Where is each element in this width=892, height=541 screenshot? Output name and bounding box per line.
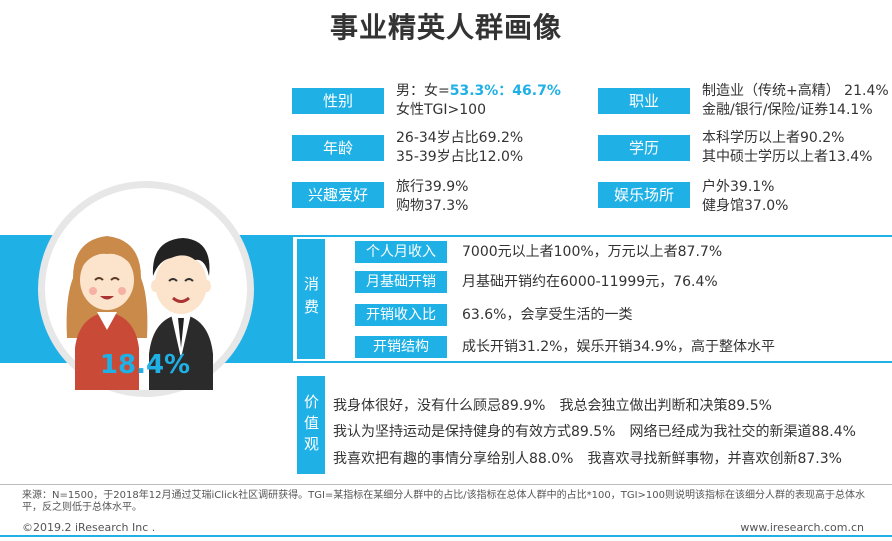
values-row-3: 我喜欢把有趣的事情分享给别人88.0% 我喜欢寻找新鲜事物，并喜欢创新87.3% [333,449,842,469]
consumption-tag-3: 开销收入比 [355,304,447,326]
leisure-line-2: 健身馆37.0% [702,198,789,214]
consumption-label-text: 消费 [302,276,320,322]
values-row-3-a: 我喜欢把有趣的事情分享给别人88.0% [333,451,574,467]
age-line-2: 35-39岁占比12.0% [396,149,524,165]
education-line-1: 本科学历以上者90.2% [702,130,845,146]
leisure-line-1: 户外39.1% [702,179,775,195]
page-title: 事业精英人群画像 [329,11,562,44]
hobby-line-1: 旅行39.9% [396,179,469,195]
values-row-1: 我身体很好，没有什么顾忌89.9% 我总会独立做出判断和决策89.5% [333,396,772,416]
values-row-1-b: 我总会独立做出判断和决策89.5% [559,398,772,414]
age-line-1: 26-34岁占比69.2% [396,130,524,146]
job-line-1: 制造业（传统+高精） 21.4% [702,83,889,99]
values-row-2-a: 我认为坚持运动是保持健身的有效方式89.5% [333,424,616,440]
education-info: 本科学历以上者90.2% 其中硕士学历以上者13.4% [702,129,872,167]
consumption-tag-4: 开销结构 [355,336,447,358]
consumption-text-2: 月基础开销约在6000-11999元，76.4% [462,274,718,290]
tag-leisure: 娱乐场所 [598,182,690,208]
consumption-text-1: 7000元以上者100%，万元以上者87.7% [462,244,723,260]
values-row-2: 我认为坚持运动是保持健身的有效方式89.5% 网络已经成为我社交的新渠道88.4% [333,422,856,442]
source-note: 来源：N=1500，于2018年12月通过艾瑞iClick社区调研获得。TGI=… [22,490,866,513]
tag-age: 年龄 [292,135,384,161]
copyright: ©2019.2 iResearch Inc . [22,521,156,534]
gender-tgi: 女性TGI>100 [396,102,486,118]
consumption-text-4: 成长开销31.2%，娱乐开销34.9%，高于整体水平 [462,339,775,355]
values-row-3-b: 我喜欢寻找新鲜事物，并喜欢创新87.3% [587,451,842,467]
gender-ratio-value: 53.3%：46.7% [449,83,561,99]
tag-hobby: 兴趣爱好 [292,182,384,208]
couple-illustration-icon [66,236,213,390]
leisure-info: 户外39.1% 健身馆37.0% [702,178,788,216]
values-row-2-b: 网络已经成为我社交的新渠道88.4% [629,424,856,440]
consumption-tag-1: 个人月收入 [355,241,447,263]
footer-divider [0,484,892,485]
job-line-2: 金融/银行/保险/证券14.1% [702,102,873,118]
consumption-tag-2: 月基础开销 [355,271,447,293]
illustration-circle [38,181,254,397]
footer-accent-line [0,535,892,537]
hobby-info: 旅行39.9% 购物37.3% [396,178,468,216]
gender-ratio-prefix: 男：女= [396,83,450,99]
age-info: 26-34岁占比69.2% 35-39岁占比12.0% [396,129,523,167]
values-label: 价值观 [297,376,325,474]
tag-gender: 性别 [292,88,384,114]
gender-info: 男：女=53.3%：46.7% 女性TGI>100 [396,82,561,120]
values-label-text: 价值观 [302,393,320,457]
segment-share: 18.4% [99,350,191,380]
consumption-label: 消费 [297,239,325,359]
consumption-text-3: 63.6%，会享受生活的一类 [462,307,633,323]
education-line-2: 其中硕士学历以上者13.4% [702,149,873,165]
values-row-1-a: 我身体很好，没有什么顾忌89.9% [333,398,546,414]
website-link[interactable]: www.iresearch.com.cn [740,521,864,534]
tag-job: 职业 [598,88,690,114]
hobby-line-2: 购物37.3% [396,198,469,214]
tag-education: 学历 [598,135,690,161]
job-info: 制造业（传统+高精） 21.4% 金融/银行/保险/证券14.1% [702,82,889,120]
